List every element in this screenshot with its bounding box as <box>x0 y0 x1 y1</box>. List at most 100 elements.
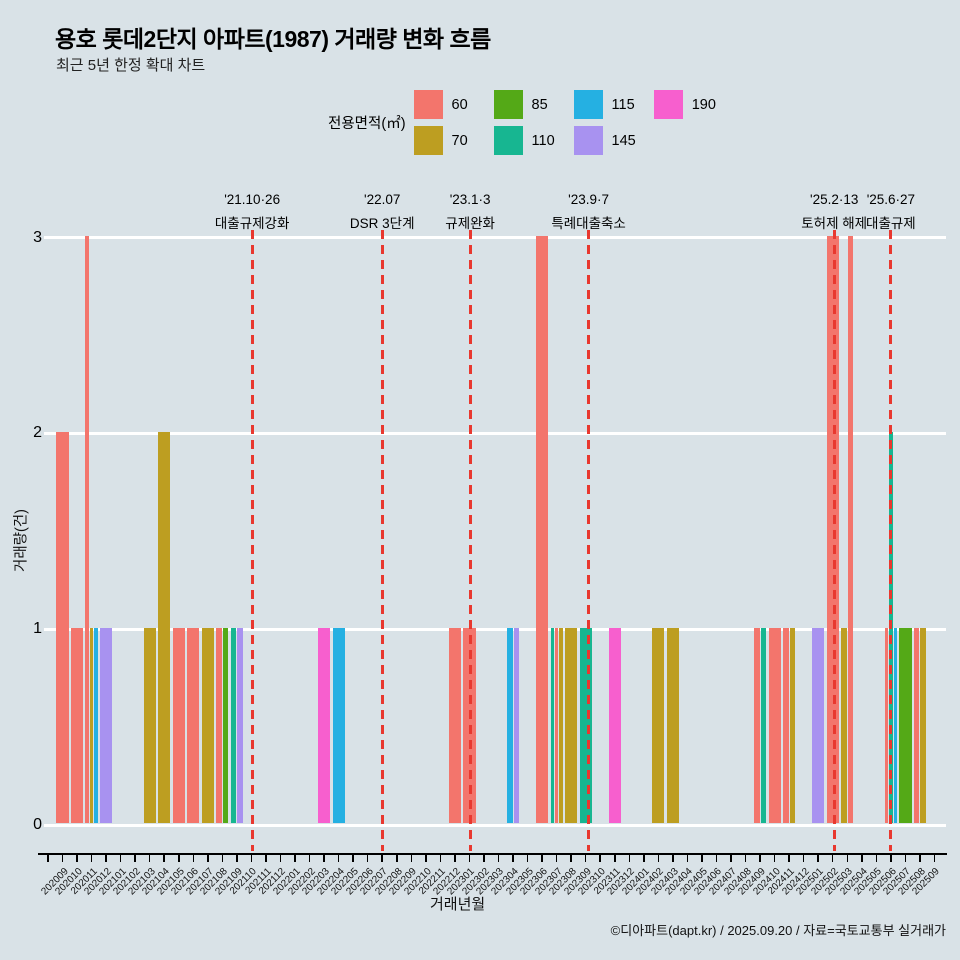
x-tick <box>861 855 863 862</box>
x-tick <box>846 855 849 862</box>
legend-item-label: 110 <box>531 132 555 149</box>
x-tick <box>599 855 601 862</box>
x-tick <box>90 855 93 862</box>
bar-202506-115 <box>893 627 897 824</box>
legend-swatch-60 <box>413 90 443 119</box>
x-tick <box>497 855 500 862</box>
bar-202307-110 <box>550 627 554 824</box>
x-tick <box>352 855 354 862</box>
legend-column: 85 110 <box>493 90 556 155</box>
x-axis-label: 거래년월 <box>430 896 486 913</box>
x-tick <box>483 855 485 862</box>
x-tick <box>643 855 645 862</box>
x-tick <box>919 855 921 862</box>
bar-202501-145 <box>812 627 825 824</box>
legend-item: 190 <box>653 90 716 119</box>
x-axis-line <box>38 853 947 855</box>
legend-title: 전용면적(㎡) <box>328 116 406 132</box>
legend-item-label: 60 <box>451 96 468 113</box>
gridline-y2 <box>44 431 946 435</box>
x-tick <box>178 855 180 862</box>
chart-title: 용호 롯데2단지 아파트(1987) 거래량 변화 흐름 <box>55 26 491 52</box>
x-tick <box>454 855 456 862</box>
x-tick <box>163 855 165 862</box>
x-tick <box>134 855 136 862</box>
bar-202203-190 <box>317 627 331 824</box>
bar-202409-110 <box>760 627 767 824</box>
bar-202306-60 <box>535 236 549 824</box>
footer-credit: ©디아파트(dapt.kr) / 2025.09.20 / 자료=국토교통부 실… <box>610 923 946 938</box>
x-tick <box>512 855 514 862</box>
bar-202011-60 <box>85 236 89 824</box>
bar-202508-70 <box>920 627 927 824</box>
y-tick-label: 1 <box>33 620 42 638</box>
legend-item: 145 <box>573 126 636 155</box>
gridline-y0 <box>44 823 946 827</box>
legend-column: 115 145 <box>573 90 636 155</box>
x-tick <box>323 855 325 862</box>
x-tick <box>526 855 529 862</box>
legend-item-label: 85 <box>531 96 548 113</box>
legend-item: 115 <box>573 90 636 119</box>
event-label: 토허제 해제 <box>801 216 868 231</box>
x-tick <box>701 855 703 862</box>
legend-item-label: 70 <box>451 132 468 149</box>
x-tick <box>294 855 296 862</box>
x-tick <box>396 855 398 862</box>
bar-202105-60 <box>172 627 185 824</box>
bar-202508-60 <box>913 627 920 824</box>
legend-item-label: 115 <box>611 96 635 113</box>
bar-202403-70 <box>666 627 679 824</box>
x-tick <box>686 855 689 862</box>
event-date: '25.6·27 <box>866 192 916 207</box>
event-date: '23.1·3 <box>449 192 491 207</box>
bar-202212-60 <box>448 627 461 824</box>
x-tick <box>831 855 834 862</box>
bar-202411-70 <box>789 627 796 824</box>
x-tick <box>221 855 224 862</box>
x-tick <box>308 855 311 862</box>
bar-202311-190 <box>608 627 621 824</box>
x-tick <box>614 855 616 862</box>
x-tick <box>105 855 107 862</box>
bar-202411-60 <box>783 627 789 824</box>
y-axis-label: 거래량(건) <box>13 508 30 573</box>
x-tick <box>76 855 78 862</box>
bar-202507-85 <box>899 627 912 824</box>
bar-202503-60 <box>847 236 854 824</box>
x-tick <box>744 855 747 862</box>
event-date: '23.9·7 <box>568 192 610 207</box>
x-tick <box>802 855 805 862</box>
y-tick-label: 0 <box>33 816 42 833</box>
event-line <box>889 230 893 851</box>
event-label: 대출규제 <box>866 216 916 231</box>
x-tick <box>279 855 282 862</box>
bar-202402-70 <box>652 627 665 824</box>
x-tick <box>119 855 122 862</box>
x-tick <box>425 855 427 862</box>
x-tick <box>236 855 238 862</box>
x-tick <box>933 855 936 862</box>
bar-202108-85 <box>222 627 229 824</box>
legend-item: 70 <box>413 126 476 155</box>
bar-202307-70 <box>559 627 563 824</box>
x-tick <box>381 855 383 862</box>
bar-202010-60 <box>70 627 84 824</box>
x-tick <box>337 855 340 862</box>
bar-202304-145 <box>513 627 520 824</box>
legend-column: 190 <box>653 90 716 155</box>
x-tick <box>250 855 253 862</box>
bar-202106-60 <box>187 627 200 824</box>
legend: 전용면적(㎡) 60 70 85 110 115 145 190 <box>328 90 716 155</box>
bar-202409-60 <box>753 627 760 824</box>
event-date: '22.07 <box>364 192 401 207</box>
legend-swatch-145 <box>573 126 603 155</box>
legend-item-label: 190 <box>691 96 716 113</box>
legend-swatch-85 <box>493 90 523 119</box>
event-line <box>250 230 254 851</box>
x-tick <box>366 855 369 862</box>
bar-202109-110 <box>230 627 237 824</box>
x-tick <box>672 855 674 862</box>
legend-column: 60 70 <box>413 90 476 155</box>
